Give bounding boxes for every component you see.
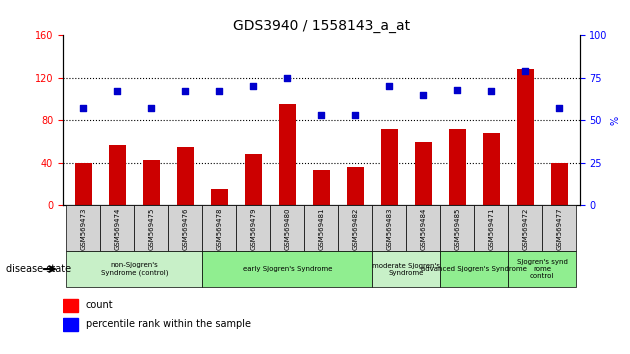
Text: GSM569474: GSM569474 bbox=[115, 207, 120, 250]
Point bbox=[452, 87, 462, 93]
FancyBboxPatch shape bbox=[66, 251, 202, 287]
Point bbox=[486, 88, 496, 94]
FancyBboxPatch shape bbox=[508, 205, 542, 251]
Bar bbox=[381, 129, 398, 205]
Text: GSM569482: GSM569482 bbox=[352, 207, 358, 250]
Y-axis label: %: % bbox=[610, 116, 621, 125]
Bar bbox=[143, 160, 160, 205]
Bar bbox=[313, 170, 329, 205]
Bar bbox=[517, 69, 534, 205]
Bar bbox=[63, 299, 78, 312]
Text: GSM569477: GSM569477 bbox=[556, 207, 562, 250]
Text: GSM569478: GSM569478 bbox=[216, 207, 222, 250]
Point bbox=[282, 75, 292, 81]
Text: advanced Sjogren's Syndrome: advanced Sjogren's Syndrome bbox=[421, 266, 527, 272]
Bar bbox=[483, 133, 500, 205]
FancyBboxPatch shape bbox=[202, 251, 372, 287]
Text: GSM569479: GSM569479 bbox=[250, 207, 256, 250]
Point bbox=[180, 88, 190, 94]
Point bbox=[384, 84, 394, 89]
FancyBboxPatch shape bbox=[168, 205, 202, 251]
Point bbox=[418, 92, 428, 98]
FancyBboxPatch shape bbox=[508, 251, 576, 287]
FancyBboxPatch shape bbox=[270, 205, 304, 251]
Text: GSM569485: GSM569485 bbox=[454, 207, 461, 250]
Bar bbox=[75, 163, 92, 205]
Bar bbox=[109, 145, 126, 205]
FancyBboxPatch shape bbox=[66, 205, 100, 251]
Bar bbox=[211, 189, 228, 205]
FancyBboxPatch shape bbox=[440, 251, 508, 287]
Point bbox=[316, 113, 326, 118]
Text: disease state: disease state bbox=[6, 264, 71, 274]
Text: GSM569484: GSM569484 bbox=[420, 207, 427, 250]
Text: GSM569480: GSM569480 bbox=[284, 207, 290, 250]
Point bbox=[520, 68, 530, 74]
Bar bbox=[279, 104, 296, 205]
Text: count: count bbox=[86, 300, 113, 310]
FancyBboxPatch shape bbox=[372, 251, 440, 287]
Text: GSM569483: GSM569483 bbox=[386, 207, 392, 250]
FancyBboxPatch shape bbox=[134, 205, 168, 251]
FancyBboxPatch shape bbox=[236, 205, 270, 251]
FancyBboxPatch shape bbox=[440, 205, 474, 251]
Text: GSM569473: GSM569473 bbox=[81, 207, 86, 250]
Bar bbox=[245, 154, 262, 205]
FancyBboxPatch shape bbox=[338, 205, 372, 251]
Bar bbox=[415, 142, 432, 205]
Text: Sjogren's synd
rome
control: Sjogren's synd rome control bbox=[517, 259, 568, 279]
Text: GSM569475: GSM569475 bbox=[149, 207, 154, 250]
Bar bbox=[346, 167, 364, 205]
Point bbox=[78, 105, 88, 111]
FancyBboxPatch shape bbox=[406, 205, 440, 251]
Point bbox=[146, 105, 156, 111]
Point bbox=[554, 105, 564, 111]
Point bbox=[214, 88, 224, 94]
Text: GSM569472: GSM569472 bbox=[522, 207, 528, 250]
Text: GSM569481: GSM569481 bbox=[318, 207, 324, 250]
Title: GDS3940 / 1558143_a_at: GDS3940 / 1558143_a_at bbox=[232, 19, 410, 33]
Text: early Sjogren's Syndrome: early Sjogren's Syndrome bbox=[243, 266, 332, 272]
Text: moderate Sjogren's
Syndrome: moderate Sjogren's Syndrome bbox=[372, 263, 440, 275]
FancyBboxPatch shape bbox=[542, 205, 576, 251]
Text: percentile rank within the sample: percentile rank within the sample bbox=[86, 319, 251, 329]
FancyBboxPatch shape bbox=[474, 205, 508, 251]
FancyBboxPatch shape bbox=[304, 205, 338, 251]
Text: GSM569471: GSM569471 bbox=[488, 207, 494, 250]
Bar bbox=[449, 129, 466, 205]
Text: GSM569476: GSM569476 bbox=[182, 207, 188, 250]
Point bbox=[112, 88, 122, 94]
Point bbox=[350, 113, 360, 118]
Bar bbox=[177, 147, 194, 205]
Text: non-Sjogren's
Syndrome (control): non-Sjogren's Syndrome (control) bbox=[101, 262, 168, 276]
Bar bbox=[63, 318, 78, 331]
FancyBboxPatch shape bbox=[202, 205, 236, 251]
Point bbox=[248, 84, 258, 89]
Bar bbox=[551, 163, 568, 205]
FancyBboxPatch shape bbox=[372, 205, 406, 251]
FancyBboxPatch shape bbox=[100, 205, 134, 251]
